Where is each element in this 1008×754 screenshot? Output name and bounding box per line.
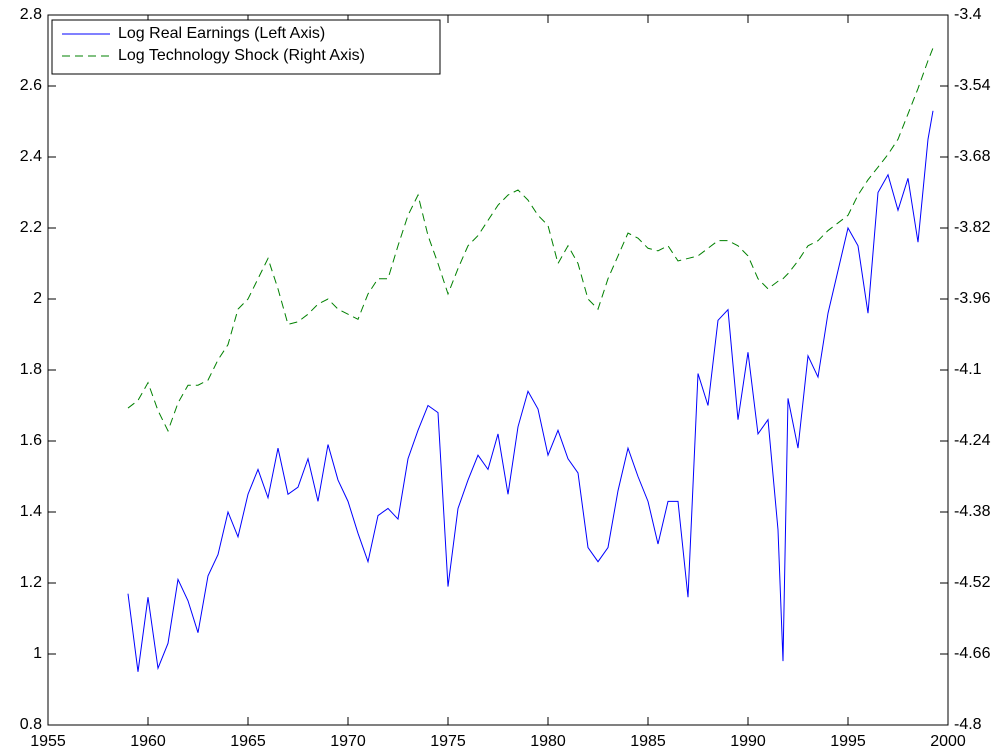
y-tick-label: 2.4	[20, 148, 42, 165]
y-tick-label: 1.4	[20, 503, 42, 520]
y2-tick-label: -3.96	[954, 290, 991, 307]
y2-tick-label: -4.66	[954, 645, 991, 662]
y-tick-label: 1.6	[20, 432, 42, 449]
y-tick-label: 2	[33, 290, 42, 307]
y-tick-label: 2.8	[20, 6, 42, 23]
y-tick-label: 2.2	[20, 219, 42, 236]
x-tick-label: 1975	[430, 733, 466, 750]
legend-label: Log Real Earnings (Left Axis)	[118, 25, 325, 42]
y-tick-label: 1.2	[20, 574, 42, 591]
legend-box	[51, 19, 441, 75]
x-tick-label: 1980	[530, 733, 566, 750]
y2-tick-label: -3.82	[954, 219, 991, 236]
x-tick-label: 1970	[330, 733, 366, 750]
plot-area	[47, 14, 949, 726]
y-tick-label: 1.8	[20, 361, 42, 378]
legend-label: Log Technology Shock (Right Axis)	[118, 47, 365, 64]
y-tick-label: 0.8	[20, 716, 42, 733]
x-tick-label: 1990	[730, 733, 766, 750]
y2-tick-label: -4.52	[954, 574, 991, 591]
x-tick-label: 1965	[230, 733, 266, 750]
y2-tick-label: -4.1	[954, 361, 982, 378]
y2-tick-label: -4.8	[954, 716, 982, 733]
y2-tick-label: -3.68	[954, 148, 991, 165]
x-tick-label: 1955	[30, 733, 66, 750]
series-line	[127, 110, 934, 672]
y-tick-label: 1	[33, 645, 42, 662]
x-tick-label: 1985	[630, 733, 666, 750]
y2-tick-label: -4.38	[954, 503, 991, 520]
y-tick-label: 2.6	[20, 77, 42, 94]
x-tick-label: 2000	[930, 733, 966, 750]
x-tick-label: 1960	[130, 733, 166, 750]
y2-tick-label: -3.54	[954, 77, 991, 94]
y2-tick-label: -3.4	[954, 6, 982, 23]
y2-tick-label: -4.24	[954, 432, 991, 449]
series-line	[127, 47, 934, 433]
x-tick-label: 1995	[830, 733, 866, 750]
